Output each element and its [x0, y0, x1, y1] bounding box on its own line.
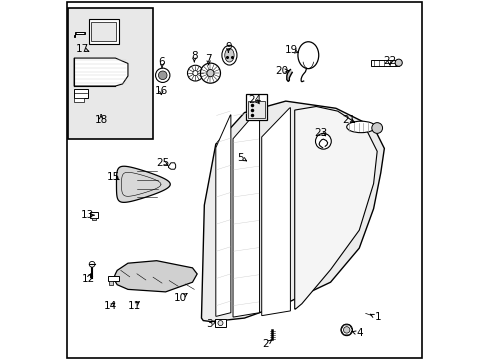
Circle shape [200, 63, 220, 83]
Bar [68, 8, 153, 139]
Text: 16: 16 [154, 86, 167, 96]
Circle shape [343, 327, 349, 333]
Text: 20: 20 [275, 66, 288, 76]
Circle shape [192, 71, 198, 76]
Text: 17: 17 [76, 44, 89, 54]
Text: 2: 2 [262, 339, 268, 349]
Text: 12: 12 [81, 274, 95, 284]
Text: 7: 7 [205, 54, 211, 64]
Text: 6: 6 [159, 57, 165, 67]
Text: 9: 9 [224, 42, 231, 51]
Circle shape [155, 68, 169, 82]
Text: 11: 11 [127, 301, 141, 311]
Text: 15: 15 [107, 172, 120, 182]
Text: 21: 21 [342, 115, 355, 125]
Circle shape [315, 134, 330, 149]
Bar [109, 281, 113, 285]
Polygon shape [74, 32, 85, 37]
Polygon shape [294, 107, 376, 309]
Polygon shape [113, 261, 197, 292]
Text: 18: 18 [94, 115, 107, 125]
Polygon shape [286, 69, 292, 81]
Polygon shape [261, 108, 290, 316]
Ellipse shape [222, 45, 237, 65]
Bar [246, 94, 266, 120]
Ellipse shape [224, 48, 234, 62]
Circle shape [187, 65, 203, 81]
Text: 19: 19 [284, 45, 297, 55]
Bar [74, 98, 84, 102]
Bar [247, 101, 265, 118]
Bar [90, 212, 98, 218]
Polygon shape [74, 58, 128, 86]
Bar [74, 89, 88, 98]
Circle shape [158, 71, 167, 80]
Ellipse shape [297, 42, 318, 69]
Ellipse shape [346, 121, 375, 133]
Ellipse shape [394, 59, 402, 66]
Circle shape [218, 320, 223, 325]
Polygon shape [201, 101, 384, 321]
Circle shape [371, 123, 382, 134]
Text: 8: 8 [191, 51, 197, 61]
Text: 24: 24 [247, 95, 261, 105]
Text: 5: 5 [236, 153, 243, 163]
Text: 1: 1 [374, 312, 381, 322]
Text: 10: 10 [174, 293, 187, 303]
Circle shape [206, 69, 214, 77]
Polygon shape [233, 108, 259, 317]
Text: 13: 13 [81, 210, 94, 220]
Polygon shape [168, 163, 175, 169]
Bar [88, 19, 119, 44]
Polygon shape [215, 115, 230, 316]
Circle shape [340, 324, 352, 336]
Circle shape [89, 261, 95, 267]
Bar [91, 22, 116, 41]
Polygon shape [116, 166, 170, 202]
Bar [108, 276, 119, 281]
Bar [215, 319, 225, 327]
Text: 22: 22 [382, 56, 396, 66]
Bar [370, 59, 398, 66]
Text: 14: 14 [103, 301, 117, 311]
Bar [92, 218, 96, 220]
Text: 25: 25 [156, 158, 169, 168]
Text: 23: 23 [313, 128, 326, 138]
Text: 4: 4 [355, 328, 362, 338]
Text: 3: 3 [205, 319, 212, 329]
